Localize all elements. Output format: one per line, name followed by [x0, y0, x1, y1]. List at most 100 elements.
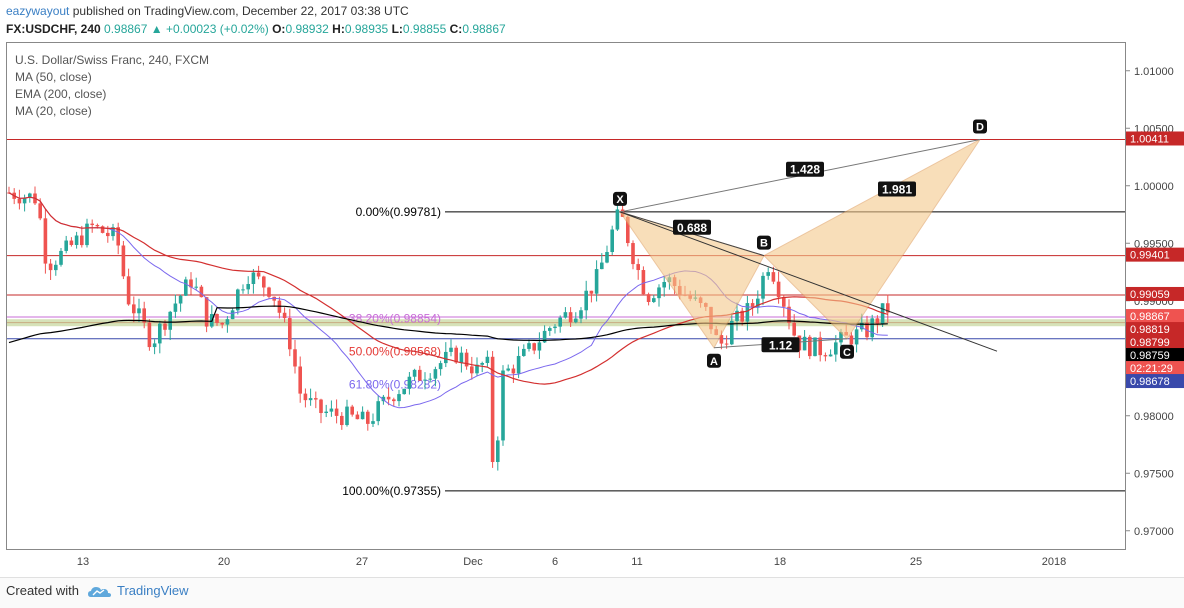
point-label-box: [757, 235, 771, 250]
candle-down: [48, 263, 53, 271]
tradingview-link[interactable]: TradingView: [117, 583, 189, 598]
candle-up: [459, 352, 464, 363]
candle-up: [168, 311, 172, 330]
high-value: 0.98935: [344, 22, 389, 36]
candle-down: [303, 393, 308, 401]
time-axis[interactable]: 13 20 27 Dec 6 11 18 25 2018: [6, 550, 1126, 570]
candle-down: [818, 337, 822, 356]
candle-down: [334, 408, 339, 416]
candle-up: [152, 343, 157, 348]
candle-up: [438, 363, 443, 370]
point-label-b: B: [760, 238, 768, 250]
candle-down: [631, 243, 635, 265]
candle-down: [126, 276, 131, 305]
candle-up: [610, 229, 614, 253]
candle-down: [204, 297, 209, 327]
x-tick-label: 2018: [1042, 556, 1066, 568]
publish-line: eazywayout published on TradingView.com,…: [6, 3, 409, 19]
candle-up: [537, 342, 542, 351]
fib-label: 38.20%(0.98854): [349, 312, 441, 326]
candle-up: [324, 411, 328, 414]
candle-down: [220, 322, 224, 325]
candle-down: [288, 318, 292, 350]
candle-down: [293, 349, 297, 367]
x-tick-label: 13: [77, 556, 89, 568]
price-tag: [1126, 348, 1184, 363]
low-value: 0.98855: [402, 22, 447, 36]
price-tag-label: 1.00411: [1130, 133, 1169, 145]
candle-down: [319, 399, 323, 414]
candle-up: [428, 378, 432, 380]
point-label-a: A: [710, 356, 718, 368]
ratio-label-box: [878, 181, 916, 197]
candle-up: [28, 193, 32, 198]
chart-canvas[interactable]: 0.00%(0.99781) 38.20%(0.98854) 50.00%(0.98…: [7, 43, 1125, 549]
candle-up: [579, 310, 583, 319]
candle-up: [870, 318, 874, 338]
candle-down: [215, 313, 219, 323]
candle-up: [553, 326, 557, 329]
candle-up: [730, 320, 734, 345]
candle-up: [745, 303, 750, 322]
author-link[interactable]: eazywayout: [6, 4, 70, 18]
candle-down: [121, 245, 126, 277]
candle-down: [298, 366, 302, 394]
candle-down: [386, 396, 391, 400]
high-label: H:: [332, 22, 345, 36]
candle-up: [834, 342, 838, 355]
price-tag-label: 0.98799: [1130, 337, 1170, 349]
candle-down: [282, 312, 287, 319]
candle-up: [246, 284, 250, 290]
candle-down: [147, 322, 152, 348]
candle-down: [95, 224, 100, 227]
ratio-label: 1.428: [790, 163, 820, 177]
candle-up: [433, 369, 438, 379]
candle-up: [542, 330, 547, 343]
candle-up: [74, 235, 79, 245]
point-label-box: [840, 344, 854, 359]
legend-title: U.S. Dollar/Swiss Franc, 240, FXCM: [15, 53, 210, 67]
candle-down: [454, 347, 458, 363]
candle-up: [194, 286, 198, 288]
y-tick-label: 0.98000: [1134, 411, 1174, 423]
candle-down: [116, 227, 120, 246]
candle-up: [402, 388, 406, 395]
candle-down: [262, 276, 266, 288]
fib-label: 50.00%(0.98568): [349, 344, 441, 358]
price-axis[interactable]: 1.010001.005001.000000.995000.990000.985…: [1126, 42, 1184, 550]
candle-up: [111, 227, 115, 237]
candle-up: [506, 368, 510, 371]
candle-down: [189, 279, 193, 288]
candle-down: [776, 281, 781, 298]
candle-up: [184, 279, 188, 296]
ratio-label-box: [673, 219, 711, 235]
candle-down: [740, 310, 744, 322]
candle-up: [54, 264, 58, 271]
published-text: published on TradingView.com, December 2…: [72, 4, 409, 18]
candle-up: [548, 328, 552, 331]
candle-up: [662, 281, 666, 288]
candle-down: [875, 318, 880, 324]
candle-down: [792, 322, 796, 336]
candle-up: [802, 336, 807, 351]
x-tick-label: 20: [218, 556, 230, 568]
legend-ema200: EMA (200, close): [15, 87, 107, 101]
candle-down: [80, 235, 84, 246]
candle-up: [178, 295, 183, 304]
candle-up: [563, 312, 568, 318]
candle-down: [272, 296, 276, 301]
candle-up: [397, 394, 401, 402]
candle-up: [236, 289, 240, 311]
price-chart[interactable]: 0.00%(0.99781) 38.20%(0.98854) 50.00%(0.98…: [6, 42, 1126, 550]
point-label-c: C: [843, 347, 851, 359]
candle-up: [444, 351, 448, 364]
candle-down: [490, 356, 495, 463]
candle-down: [256, 272, 261, 277]
x-tick-label: 11: [631, 556, 642, 568]
price-tag-label: 0.99401: [1130, 250, 1170, 262]
candle-down: [626, 216, 630, 244]
candle-down: [886, 303, 890, 313]
price-tag: [1126, 247, 1184, 262]
fib-label: 0.00%(0.99781): [356, 205, 441, 219]
candle-down: [849, 335, 854, 345]
